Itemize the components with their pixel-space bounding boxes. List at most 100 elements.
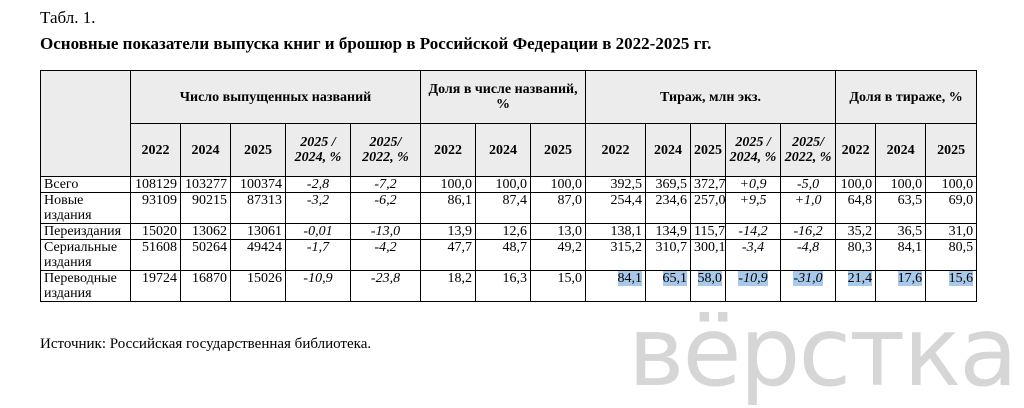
cell: 65,1 — [645, 270, 692, 302]
cell-value: 13061 — [247, 224, 282, 239]
row-label: Сериальные издания — [40, 239, 131, 271]
cell: -4,2 — [350, 239, 421, 271]
cell: 108129 — [130, 176, 181, 193]
cell-value: 19724 — [142, 271, 177, 286]
cell-value: -7,2 — [374, 177, 397, 192]
cell: -4,8 — [780, 239, 837, 271]
cell: +9,5 — [725, 192, 782, 224]
cell: 100374 — [230, 176, 286, 193]
cell: 17,6 — [875, 270, 927, 302]
cell-value: 300,1 — [694, 240, 726, 255]
cell: 16870 — [180, 270, 231, 302]
cell-value: -10,9 — [303, 271, 333, 286]
cell-value: 15020 — [142, 224, 177, 239]
cell: 15,6 — [925, 270, 978, 302]
cell: 63,5 — [875, 192, 927, 224]
cell-value: -16,2 — [793, 224, 823, 239]
cell-value: 234,6 — [655, 193, 688, 208]
cell: 100,0 — [420, 176, 476, 193]
cell: 48,7 — [475, 239, 531, 271]
cell: 49424 — [230, 239, 286, 271]
cell: 93109 — [130, 192, 181, 224]
cell-value: 16,3 — [502, 271, 528, 286]
cell-value: 392,5 — [610, 177, 643, 192]
cell-value: 100,0 — [440, 177, 473, 192]
cell: 115,7 — [690, 223, 727, 240]
cell: -10,9 — [285, 270, 351, 302]
cell: 12,6 — [475, 223, 531, 240]
header-row: 2022 2024 2025 2025 / 2024, % 2025/ 2022, % 2… — [41, 123, 978, 177]
cell: -14,2 — [725, 223, 782, 240]
cell-value: 51608 — [142, 240, 177, 255]
cell-value: 84,1 — [617, 271, 643, 286]
cell: 35,2 — [835, 223, 877, 240]
cell: 90215 — [180, 192, 231, 224]
cell: 100,0 — [529, 176, 587, 193]
cell: 47,7 — [420, 239, 476, 271]
cell-value: 100,0 — [840, 177, 873, 192]
group-header: Число выпущенных названий — [130, 70, 421, 124]
row-label: Новые издания — [40, 192, 131, 224]
cell-value: 63,5 — [897, 193, 923, 208]
data-table: Число выпущенных названий Доля в числе на… — [40, 70, 978, 302]
column-header: 2025 / 2024, % — [285, 123, 351, 177]
cell-value: 254,4 — [610, 193, 643, 208]
cell-value: 15026 — [247, 271, 282, 286]
cell: -3,4 — [725, 239, 782, 271]
cell-value: 13062 — [192, 224, 227, 239]
cell-value: 80,3 — [847, 240, 873, 255]
cell: 58,0 — [690, 270, 727, 302]
cell: 13,0 — [529, 223, 587, 240]
cell: 49,2 — [529, 239, 587, 271]
cell: 21,4 — [835, 270, 877, 302]
cell: -5,0 — [780, 176, 837, 193]
source-note: Источник: Российская государственная биб… — [40, 336, 372, 352]
group-header: Тираж, млн экз. — [585, 70, 837, 124]
data-row: Переводные издания 19724 16870 15026 -10,9 -2… — [40, 270, 978, 302]
watermark: вёрстка — [627, 296, 1018, 408]
cell: -7,2 — [350, 176, 421, 193]
cell-value: -0,01 — [303, 224, 333, 239]
cell-value: 134,9 — [655, 224, 688, 239]
cell: 100,0 — [475, 176, 531, 193]
cell-value: 100,0 — [495, 177, 528, 192]
cell-value: 100,0 — [550, 177, 583, 192]
cell: 315,2 — [585, 239, 647, 271]
column-header: 2024 — [180, 123, 231, 177]
cell-value: 47,7 — [447, 240, 473, 255]
cell: 103277 — [180, 176, 231, 193]
column-header: 2024 — [645, 123, 692, 177]
cell-value: 49,2 — [557, 240, 583, 255]
cell-value: 90215 — [192, 193, 227, 208]
cell: 257,0 — [690, 192, 727, 224]
group-header: Доля в числе названий, % — [419, 70, 587, 124]
cell: 16,3 — [475, 270, 531, 302]
cell: 138,1 — [585, 223, 647, 240]
cell: +1,0 — [780, 192, 837, 224]
cell: 100,0 — [835, 176, 877, 193]
cell-value: 310,7 — [655, 240, 688, 255]
cell-value: 100374 — [240, 177, 282, 192]
header-row: Число выпущенных названий Доля в числе на… — [40, 70, 978, 177]
cell: 234,6 — [645, 192, 692, 224]
cell-value: 138,1 — [610, 224, 643, 239]
cell: -1,7 — [285, 239, 351, 271]
column-header: 2025 / 2024, % — [725, 123, 782, 177]
data-row: Всего 108129 103277 100374 -2,8 -7,2 100,0 100,… — [40, 176, 978, 193]
cell-value: 93109 — [142, 193, 177, 208]
cell-value: 17,6 — [897, 271, 923, 286]
cell-value: -5,0 — [796, 177, 820, 192]
cell-value: +9,5 — [739, 193, 767, 208]
cell: 36,5 — [875, 223, 927, 240]
cell-value: -2,8 — [306, 177, 330, 192]
cell-value: -3,2 — [306, 193, 330, 208]
column-header: 2022 — [130, 123, 181, 177]
cell: 13062 — [180, 223, 231, 240]
cell-value: 58,0 — [697, 271, 723, 286]
cell: 13061 — [230, 223, 286, 240]
cell-value: +0,9 — [739, 177, 767, 192]
cell-value: 86,1 — [447, 193, 473, 208]
cell-value: -6,2 — [374, 193, 397, 208]
cell: 15026 — [230, 270, 286, 302]
